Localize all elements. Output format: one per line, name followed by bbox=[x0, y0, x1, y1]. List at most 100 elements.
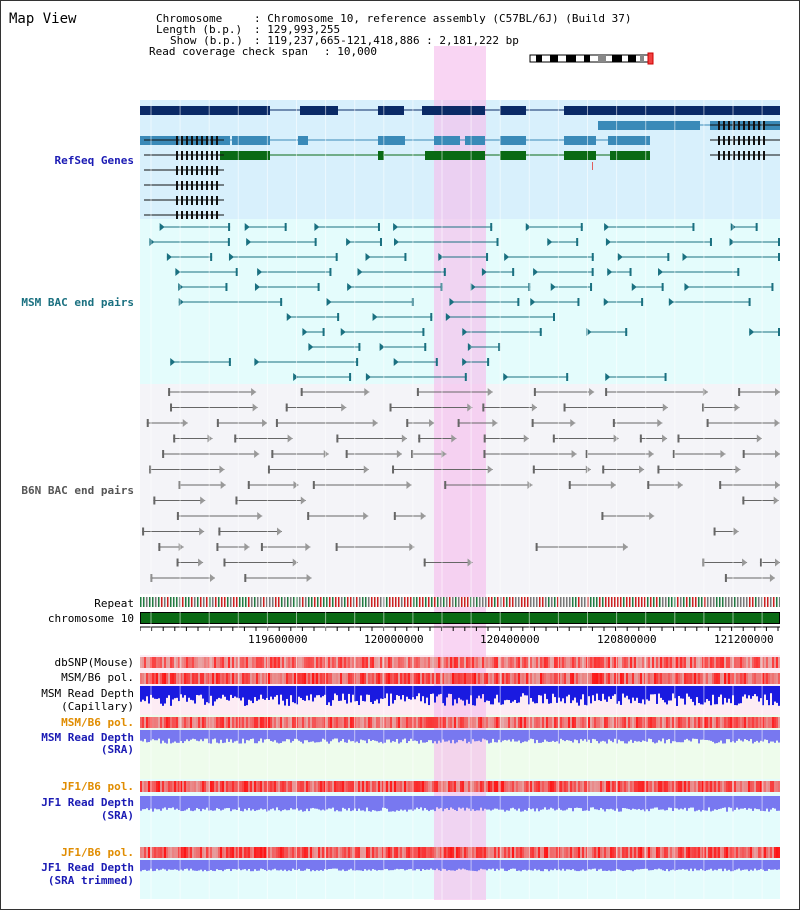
b6n-bac-pair[interactable] bbox=[153, 496, 206, 505]
read-depth-bars[interactable] bbox=[140, 860, 780, 872]
b6n-bac-pair[interactable] bbox=[300, 388, 370, 396]
msm-bac-track[interactable] bbox=[140, 219, 780, 384]
b6n-bac-pair[interactable] bbox=[336, 434, 407, 443]
msm-bac-pair[interactable] bbox=[149, 238, 230, 246]
track-label-jf1-depth-trim-1[interactable]: JF1 Read Depth bbox=[41, 861, 134, 874]
b6n-bac-pair[interactable] bbox=[602, 465, 645, 474]
msm-bac-pair[interactable] bbox=[393, 238, 499, 246]
b6n-bac-pair[interactable] bbox=[482, 403, 537, 412]
b6n-bac-pair[interactable] bbox=[423, 558, 473, 567]
msm-bac-pair[interactable] bbox=[605, 373, 667, 381]
msm-bac-pair[interactable] bbox=[730, 223, 758, 231]
msm-bac-pair[interactable] bbox=[525, 223, 583, 231]
track-label-msm-depth-sra-1[interactable]: MSM Read Depth bbox=[41, 731, 134, 744]
msm-bac-pair[interactable] bbox=[178, 298, 283, 306]
selection-highlight[interactable] bbox=[434, 46, 486, 900]
track-label-jf1-pol-1[interactable]: JF1/B6 pol. bbox=[61, 780, 134, 793]
read-depth-bars[interactable] bbox=[140, 796, 780, 812]
b6n-bac-pair[interactable] bbox=[234, 434, 293, 443]
track-label-jf1-depth-sra-1[interactable]: JF1 Read Depth bbox=[41, 796, 134, 809]
b6n-bac-pair[interactable] bbox=[416, 388, 493, 396]
track-label-dbsnp[interactable]: dbSNP(Mouse) bbox=[54, 656, 134, 669]
read-depth-bars[interactable] bbox=[140, 686, 780, 706]
b6n-bac-pair[interactable] bbox=[223, 558, 298, 567]
msm-bac-pair[interactable] bbox=[347, 283, 443, 291]
polymorphism-heatmap[interactable] bbox=[140, 781, 780, 792]
b6n-bac-pair[interactable] bbox=[457, 419, 498, 427]
track-label-b6n-bac[interactable]: B6N BAC end pairs bbox=[21, 484, 134, 497]
b6n-bac-pair[interactable] bbox=[605, 388, 708, 396]
b6n-bac-pair[interactable] bbox=[601, 512, 655, 520]
b6n-bac-pair[interactable] bbox=[532, 465, 591, 474]
b6n-bac-pair[interactable] bbox=[535, 543, 628, 551]
msm-bac-pair[interactable] bbox=[617, 253, 670, 261]
msm-bac-pair[interactable] bbox=[547, 238, 579, 246]
b6n-bac-pair[interactable] bbox=[657, 465, 741, 474]
msm-bac-pair[interactable] bbox=[365, 373, 467, 381]
msm-bac-pair[interactable] bbox=[228, 253, 338, 261]
b6n-bac-pair[interactable] bbox=[176, 558, 204, 567]
msm-bac-pair[interactable] bbox=[257, 268, 332, 276]
b6n-bac-pair[interactable] bbox=[178, 481, 226, 489]
b6n-bac-pair[interactable] bbox=[702, 403, 740, 412]
b6n-bac-pair[interactable] bbox=[612, 419, 663, 427]
b6n-bac-pair[interactable] bbox=[146, 419, 188, 427]
refseq-transcript[interactable] bbox=[710, 136, 780, 145]
b6n-bac-pair[interactable] bbox=[647, 481, 683, 489]
b6n-bac-pair[interactable] bbox=[307, 512, 369, 520]
b6n-bac-pair[interactable] bbox=[247, 481, 299, 489]
refseq-transcript[interactable] bbox=[144, 166, 224, 175]
msm-bac-pair[interactable] bbox=[159, 223, 231, 231]
b6n-bac-pair[interactable] bbox=[411, 450, 447, 458]
msm-bac-pair[interactable] bbox=[749, 328, 780, 336]
b6n-bac-pair[interactable] bbox=[168, 388, 257, 396]
polymorphism-heatmap[interactable] bbox=[140, 673, 780, 684]
msm-bac-pair[interactable] bbox=[357, 268, 446, 276]
msm-bac-pair[interactable] bbox=[346, 238, 382, 246]
msm-bac-pair[interactable] bbox=[340, 328, 425, 336]
msm-bac-pair[interactable] bbox=[504, 253, 594, 261]
repeat-track[interactable] bbox=[140, 597, 780, 607]
b6n-bac-pair[interactable] bbox=[483, 434, 529, 443]
refseq-transcript[interactable] bbox=[710, 151, 780, 160]
b6n-bac-pair[interactable] bbox=[392, 465, 493, 474]
msm-bac-pair[interactable] bbox=[166, 253, 213, 261]
b6n-bac-pair[interactable] bbox=[260, 543, 311, 551]
b6n-bac-pair[interactable] bbox=[335, 543, 415, 551]
b6n-bac-track[interactable] bbox=[140, 384, 780, 594]
refseq-gene-row[interactable] bbox=[140, 106, 780, 115]
track-label-msm-depth-cap-1[interactable]: MSM Read Depth bbox=[41, 687, 134, 700]
msm-bac-pair[interactable] bbox=[286, 313, 340, 321]
lower-data-tracks[interactable] bbox=[140, 655, 780, 900]
polymorphism-heatmap[interactable] bbox=[140, 847, 780, 858]
msm-bac-pair[interactable] bbox=[682, 253, 780, 261]
refseq-gene-row[interactable] bbox=[220, 151, 650, 160]
msm-bac-pair[interactable] bbox=[449, 298, 520, 306]
b6n-bac-pair[interactable] bbox=[719, 481, 780, 489]
track-label-jf1-pol-2[interactable]: JF1/B6 pol. bbox=[61, 846, 134, 859]
msm-bac-pair[interactable] bbox=[533, 268, 594, 276]
msm-bac-pair[interactable] bbox=[684, 283, 774, 291]
msm-bac-pair[interactable] bbox=[607, 268, 632, 276]
chromosome-bar[interactable] bbox=[140, 612, 780, 624]
msm-bac-pair[interactable] bbox=[445, 313, 555, 321]
b6n-bac-pair[interactable] bbox=[162, 450, 260, 458]
b6n-bac-pair[interactable] bbox=[533, 388, 595, 396]
refseq-transcript[interactable] bbox=[144, 181, 224, 190]
msm-bac-pair[interactable] bbox=[365, 253, 407, 261]
b6n-bac-pair[interactable] bbox=[285, 403, 347, 412]
msm-bac-pair[interactable] bbox=[379, 343, 427, 351]
msm-bac-pair[interactable] bbox=[393, 223, 493, 231]
b6n-bac-pair[interactable] bbox=[235, 496, 306, 505]
msm-bac-pair[interactable] bbox=[605, 238, 712, 246]
b6n-bac-pair[interactable] bbox=[267, 465, 369, 474]
b6n-bac-pair[interactable] bbox=[483, 450, 577, 458]
b6n-bac-pair[interactable] bbox=[418, 434, 457, 443]
refseq-transcript[interactable] bbox=[144, 211, 224, 219]
track-label-msm-pol-2[interactable]: MSM/B6 pol. bbox=[61, 716, 134, 729]
msm-bac-pair[interactable] bbox=[603, 298, 644, 306]
b6n-bac-pair[interactable] bbox=[271, 450, 329, 458]
refseq-transcript[interactable] bbox=[144, 136, 224, 145]
b6n-bac-pair[interactable] bbox=[568, 481, 616, 489]
chromosome-ideogram[interactable] bbox=[528, 52, 658, 66]
